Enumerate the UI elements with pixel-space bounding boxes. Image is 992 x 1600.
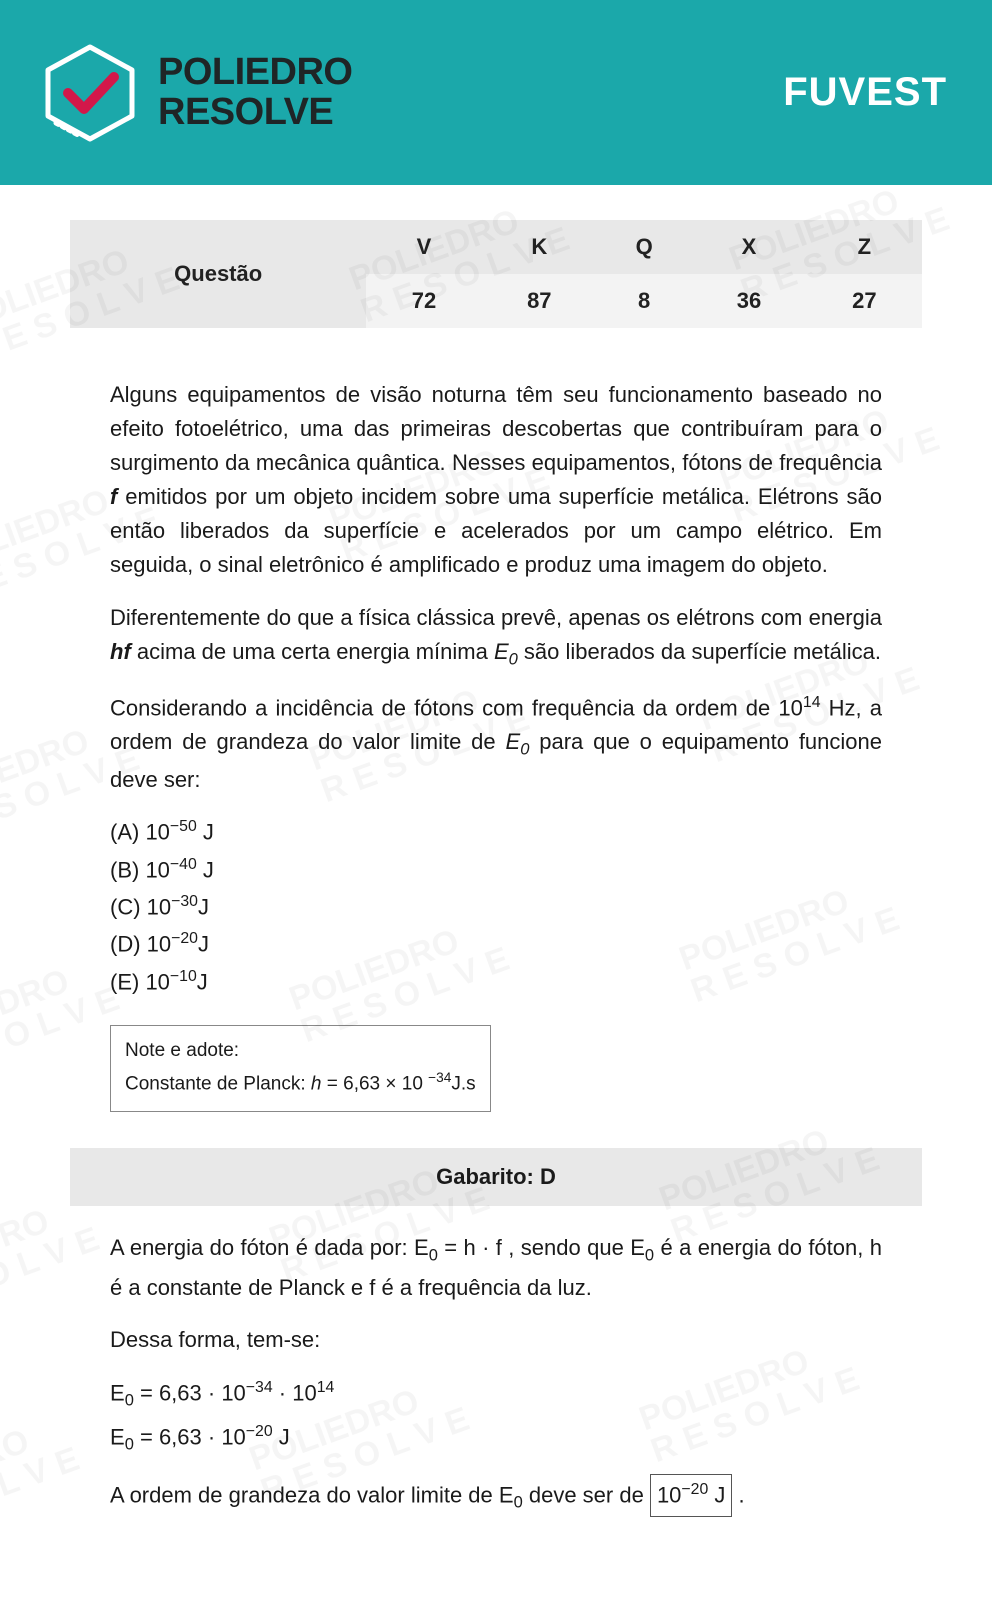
unit: J <box>197 969 208 994</box>
page-header: POLIEDRO RESOLVE FUVEST <box>0 0 992 185</box>
answer-options: (A) 10−50 J (B) 10−40 J (C) 10−30J (D) 1… <box>110 815 882 999</box>
table-value-cell: 36 <box>691 274 806 328</box>
var-h: h <box>311 1073 322 1094</box>
text: = h · f , sendo que E <box>438 1235 645 1260</box>
text: Alguns equipamentos de visão noturna têm… <box>110 382 882 475</box>
option-a: (A) 10−50 J <box>110 815 882 849</box>
text: 10 <box>657 1483 681 1508</box>
solution-block: A energia do fóton é dada por: E0 = h · … <box>110 1230 882 1517</box>
exp: −20 <box>171 930 198 947</box>
text: A energia do fóton é dada por: E <box>110 1235 429 1260</box>
note-line1: Note e adote: <box>125 1036 476 1066</box>
unit: J <box>198 932 209 957</box>
exp: −50 <box>170 818 197 835</box>
sub-0: 0 <box>509 650 518 668</box>
exp: 14 <box>803 694 821 711</box>
var-E: E <box>494 639 509 664</box>
exp: −34 <box>428 1070 451 1085</box>
text: acima de uma certa energia mínima <box>131 639 494 664</box>
solution-line: Dessa forma, tem-se: <box>110 1322 882 1358</box>
exp: −20 <box>681 1481 708 1498</box>
text: J <box>273 1424 290 1449</box>
logo-icon <box>40 43 140 143</box>
table-header-cell: Q <box>597 220 691 274</box>
unit: J <box>197 819 214 844</box>
sub-0: 0 <box>520 740 529 758</box>
table-value-cell: 27 <box>807 274 922 328</box>
question-body: Alguns equipamentos de visão noturna têm… <box>70 378 922 1517</box>
option-c: (C) 10−30J <box>110 890 882 924</box>
var-E: E <box>506 729 521 754</box>
text: Constante de Planck: <box>125 1073 311 1094</box>
table-value-cell: 87 <box>482 274 597 328</box>
equation-line: E0 = 6,63 · 10−34 · 1014 <box>110 1375 882 1415</box>
exam-name: FUVEST <box>783 70 947 115</box>
table-header-cell: Z <box>807 220 922 274</box>
exp: −40 <box>170 856 197 873</box>
text: A ordem de grandeza do valor limite de E <box>110 1483 514 1508</box>
text: = 6,63 · 10 <box>134 1380 246 1405</box>
opt-label: (E) 10 <box>110 969 170 994</box>
text: Considerando a incidência de fótons com … <box>110 695 803 720</box>
text: Diferentemente do que a física clássica … <box>110 605 882 630</box>
sub: 0 <box>125 1435 134 1453</box>
exp: −20 <box>246 1423 273 1440</box>
boxed-answer: 10−20 J <box>650 1474 732 1517</box>
table-header-cell: X <box>691 220 806 274</box>
option-e: (E) 10−10J <box>110 965 882 999</box>
sub: 0 <box>514 1494 523 1512</box>
table-header-cell: V <box>366 220 481 274</box>
var-hf: hf <box>110 639 131 664</box>
exp: −10 <box>170 968 197 985</box>
table-row: Questão V K Q X Z <box>70 220 922 274</box>
opt-label: (B) 10 <box>110 857 170 882</box>
text: · 10 <box>273 1380 317 1405</box>
text: J <box>708 1483 725 1508</box>
unit: J <box>197 857 214 882</box>
text: são liberados da superfície metálica. <box>518 639 881 664</box>
table-value-cell: 8 <box>597 274 691 328</box>
content-area: POLIEDRO R E S O L V E POLIEDRO R E S O … <box>0 185 992 1573</box>
text: E <box>110 1380 125 1405</box>
text: J.s <box>451 1073 475 1094</box>
note-box: Note e adote: Constante de Planck: h = 6… <box>110 1025 491 1112</box>
solution-line: A ordem de grandeza do valor limite de E… <box>110 1474 882 1517</box>
brand-text: POLIEDRO RESOLVE <box>158 53 352 133</box>
text: . <box>732 1483 744 1508</box>
answer-key-heading: Gabarito: D <box>70 1148 922 1206</box>
question-paragraph: Alguns equipamentos de visão noturna têm… <box>110 378 882 583</box>
brand-line1: POLIEDRO <box>158 53 352 93</box>
table-label: Questão <box>70 220 366 328</box>
text: E <box>110 1424 125 1449</box>
brand-block: POLIEDRO RESOLVE <box>40 43 352 143</box>
opt-label: (A) 10 <box>110 819 170 844</box>
option-d: (D) 10−20J <box>110 927 882 961</box>
equation-line: E0 = 6,63 · 10−20 J <box>110 1419 882 1459</box>
text: deve ser de <box>523 1483 650 1508</box>
exp: 14 <box>317 1379 335 1396</box>
question-number-table: Questão V K Q X Z 72 87 8 36 27 <box>70 220 922 328</box>
option-b: (B) 10−40 J <box>110 853 882 887</box>
unit: J <box>198 894 209 919</box>
opt-label: (C) 10 <box>110 894 171 919</box>
question-paragraph: Diferentemente do que a física clássica … <box>110 601 882 673</box>
text: = 6,63 × 10 <box>321 1073 428 1094</box>
exp: −30 <box>171 893 198 910</box>
brand-line2: RESOLVE <box>158 93 352 133</box>
solution-line: A energia do fóton é dada por: E0 = h · … <box>110 1230 882 1306</box>
sub: 0 <box>125 1391 134 1409</box>
sub: 0 <box>645 1247 654 1265</box>
table-value-cell: 72 <box>366 274 481 328</box>
sub: 0 <box>429 1247 438 1265</box>
opt-label: (D) 10 <box>110 932 171 957</box>
exp: −34 <box>246 1379 273 1396</box>
question-paragraph: Considerando a incidência de fótons com … <box>110 691 882 797</box>
text: emitidos por um objeto incidem sobre uma… <box>110 484 882 577</box>
note-line2: Constante de Planck: h = 6,63 × 10 −34J.… <box>125 1067 476 1100</box>
table-header-cell: K <box>482 220 597 274</box>
text: = 6,63 · 10 <box>134 1424 246 1449</box>
